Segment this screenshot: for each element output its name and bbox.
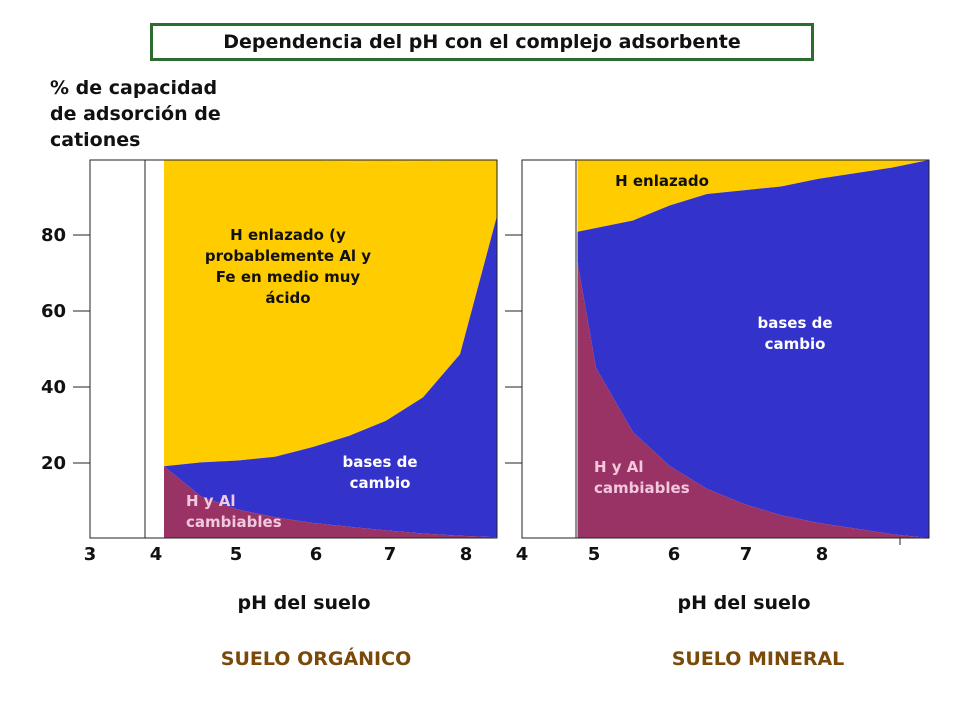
y-tick-label: 40 bbox=[41, 377, 66, 398]
x-tick-label: 6 bbox=[668, 544, 681, 565]
area-bases-de-cambio bbox=[164, 215, 497, 538]
x-tick-label: 3 bbox=[84, 544, 97, 565]
area-h-y-al bbox=[164, 466, 497, 538]
y-axis-label: % de capacidad de adsorción de cationes bbox=[50, 77, 221, 151]
y-tick-label: 60 bbox=[41, 301, 66, 322]
x-tick-label: 8 bbox=[816, 544, 829, 565]
area-h-y-al bbox=[577, 262, 929, 538]
plot-border bbox=[89, 159, 498, 539]
footer-mineral: SUELO MINERAL bbox=[671, 648, 845, 670]
x-axis-title-mineral: pH del suelo bbox=[677, 592, 811, 614]
x-tick-label: 4 bbox=[150, 544, 163, 565]
region-label-h-enlazado: H enlazado (y probablemente Al y Fe en med… bbox=[205, 226, 371, 307]
area-h-enlazado-base bbox=[164, 160, 497, 467]
chart-title: Dependencia del pH con el complejo adsor… bbox=[150, 23, 814, 61]
region-label-bases-de-cambio: bases de cambio bbox=[342, 453, 417, 492]
area-h-enlazado bbox=[164, 160, 497, 164]
footer-organic: SUELO ORGÁNICO bbox=[220, 648, 412, 670]
region-label-h-enlazado: H enlazado bbox=[615, 172, 709, 190]
area-bases-de-cambio bbox=[577, 160, 929, 538]
x-tick-label: 5 bbox=[230, 544, 243, 565]
region-label-h-y-al: H y Al cambiables bbox=[186, 492, 282, 531]
x-tick-label: 7 bbox=[740, 544, 753, 565]
x-tick-label: 5 bbox=[588, 544, 601, 565]
y-tick-label: 20 bbox=[41, 453, 66, 474]
x-tick-label: 6 bbox=[310, 544, 323, 565]
plot-border bbox=[521, 159, 930, 539]
x-tick-label: 4 bbox=[516, 544, 529, 565]
y-tick-label: 80 bbox=[41, 225, 66, 246]
x-axis-title-organic: pH del suelo bbox=[237, 592, 371, 614]
region-label-h-y-al: H y Al cambiables bbox=[594, 458, 690, 497]
area-h-enlazado-base bbox=[577, 160, 929, 232]
x-tick-label: 8 bbox=[460, 544, 473, 565]
region-label-bases-de-cambio: bases de cambio bbox=[757, 314, 832, 353]
x-tick-label: 7 bbox=[384, 544, 397, 565]
